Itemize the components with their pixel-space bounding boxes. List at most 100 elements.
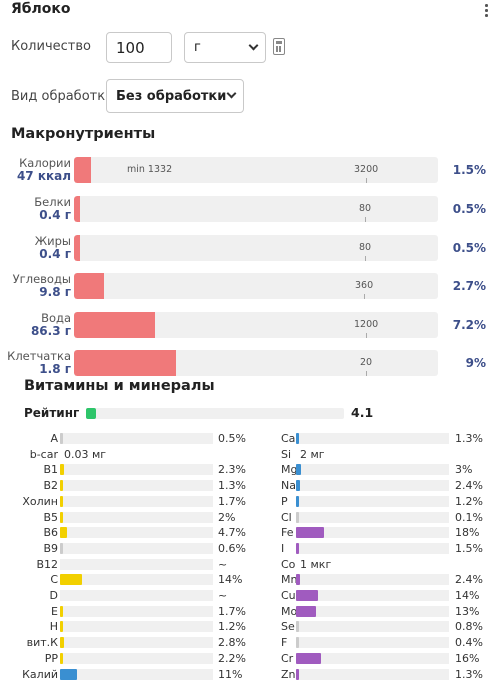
- nutrient-bar: [60, 433, 213, 444]
- macros-heading: Макронутриенты: [11, 126, 156, 142]
- nutrient-bar: [296, 542, 449, 554]
- macro-bar-fill: [74, 273, 105, 299]
- nutrient-bar: [60, 590, 213, 601]
- nutrient-name: D: [49, 589, 58, 602]
- macro-row: Калории 47 ккал min 1332 3200 1.5%: [0, 156, 489, 183]
- nutrient-percent: ~: [218, 557, 228, 571]
- chevron-down-icon: [226, 88, 237, 99]
- nutrient-amount: 1 мкг: [300, 557, 332, 571]
- processing-label: Вид обработки: [11, 89, 114, 104]
- nutrient-bar: [296, 621, 449, 633]
- nutrient-bar-fill: [60, 637, 65, 649]
- nutrient-name: PP: [44, 651, 58, 665]
- macro-value: 47 ккал: [16, 169, 71, 183]
- nutrient-bar-fill: [296, 527, 324, 539]
- macro-value: 86.3 г: [30, 324, 71, 338]
- nutrient-bar: [60, 605, 213, 617]
- calculator-icon[interactable]: [273, 38, 285, 55]
- macro-name: Вода: [41, 311, 71, 325]
- nutrient-bar: [296, 511, 449, 523]
- macro-bar-fill: [74, 157, 91, 183]
- nutrient-percent: 1.3%: [455, 432, 483, 445]
- nutrient-bar-fill: [60, 652, 64, 664]
- nutrient-percent: 0.4%: [455, 636, 483, 650]
- macro-norm: 1200: [354, 319, 379, 338]
- macro-norm: 80: [359, 242, 372, 261]
- nutrient-bar-fill: [296, 480, 300, 492]
- unit-select[interactable]: г: [184, 32, 266, 63]
- nutrient-bar-fill: [60, 511, 64, 523]
- nutrient-name: Калий: [22, 667, 58, 680]
- nutrient-percent: 0.6%: [218, 541, 246, 555]
- nutrient-bar-fill: [296, 495, 299, 507]
- macro-percent: 1.5%: [452, 163, 486, 177]
- macro-bar-fill: [74, 196, 80, 222]
- nutrient-name: Холин: [22, 494, 58, 508]
- nutrient-name: Fe: [281, 526, 294, 540]
- nutrient-percent: 2.4%: [455, 479, 483, 493]
- more-options-icon[interactable]: [485, 4, 488, 20]
- nutrient-name: b-car: [29, 447, 58, 461]
- nutrient-bar: [296, 433, 449, 444]
- nutrient-bar: [296, 590, 449, 601]
- nutrient-bar: [60, 621, 213, 633]
- nutrient-name: Cu: [281, 589, 296, 602]
- nutrient-percent: 4.7%: [218, 526, 246, 540]
- nutrient-name: E: [51, 604, 58, 618]
- macro-percent: 0.5%: [452, 202, 486, 216]
- nutrient-bar: [60, 480, 213, 492]
- macro-norm: 360: [355, 280, 374, 299]
- nutrient-name: Ca: [281, 432, 296, 445]
- nutrient-name: I: [281, 541, 285, 555]
- nutrient-percent: 0.5%: [218, 432, 246, 445]
- macro-value: 9.8 г: [39, 285, 71, 299]
- nutrient-bar-fill: [60, 495, 63, 507]
- processing-select[interactable]: Без обработки: [106, 79, 244, 113]
- nutrient-percent: 0.1%: [455, 510, 483, 524]
- nutrient-bar-fill: [60, 542, 63, 554]
- nutrient-bar: [296, 668, 449, 680]
- macro-min-label: min 1332: [127, 164, 173, 175]
- nutrient-name: Mn: [281, 573, 298, 587]
- food-title: Яблоко: [11, 1, 71, 17]
- nutrient-name: Cl: [281, 510, 292, 524]
- nutrient-name: F: [281, 636, 288, 650]
- macro-bar-fill: [74, 235, 80, 261]
- nutrient-percent: 2.4%: [455, 573, 483, 587]
- macro-percent: 7.2%: [452, 318, 486, 332]
- nutrient-bar: [296, 652, 449, 664]
- nutrient-percent: ~: [218, 589, 228, 602]
- macro-value: 1.8 г: [39, 362, 71, 376]
- nutrient-percent: 14%: [218, 573, 243, 587]
- nutrient-percent: 13%: [455, 604, 480, 618]
- macro-bar-fill: [74, 350, 176, 376]
- nutrient-bar-fill: [296, 668, 299, 680]
- nutrient-percent: 1.3%: [218, 479, 246, 493]
- macro-row: Клетчатка 1.8 г 20 9%: [0, 349, 489, 376]
- nutrient-bar: [60, 464, 213, 476]
- nutrient-percent: 3%: [455, 463, 473, 477]
- nutrient-name: B5: [43, 510, 58, 524]
- nutrient-percent: 2.3%: [218, 463, 246, 477]
- macro-norm: 20: [360, 357, 373, 376]
- nutrient-amount: 0.03 мг: [64, 447, 107, 461]
- quantity-input[interactable]: 100: [106, 32, 172, 63]
- nutrient-percent: 2.2%: [218, 651, 246, 665]
- nutrient-amount: 2 мг: [300, 447, 325, 461]
- nutrient-name: B6: [43, 526, 58, 540]
- nutrient-name: H: [49, 620, 58, 634]
- macro-name: Углеводы: [12, 272, 71, 286]
- nutrient-bar: [60, 527, 213, 539]
- nutrient-name: B9: [43, 541, 58, 555]
- nutrient-percent: 18%: [455, 526, 480, 540]
- nutrient-bar: [296, 464, 449, 476]
- nutrient-bar: [296, 495, 449, 507]
- nutrient-bar-fill: [60, 527, 68, 539]
- rating-bar-fill: [86, 408, 96, 419]
- nutrient-bar: [296, 480, 449, 492]
- nutrient-bar: [296, 637, 449, 649]
- macro-bar: 80: [74, 235, 438, 261]
- nutrient-bar-fill: [60, 621, 63, 633]
- nutrient-percent: 1.2%: [218, 620, 246, 634]
- macro-row: Вода 86.3 г 1200 7.2%: [0, 311, 489, 338]
